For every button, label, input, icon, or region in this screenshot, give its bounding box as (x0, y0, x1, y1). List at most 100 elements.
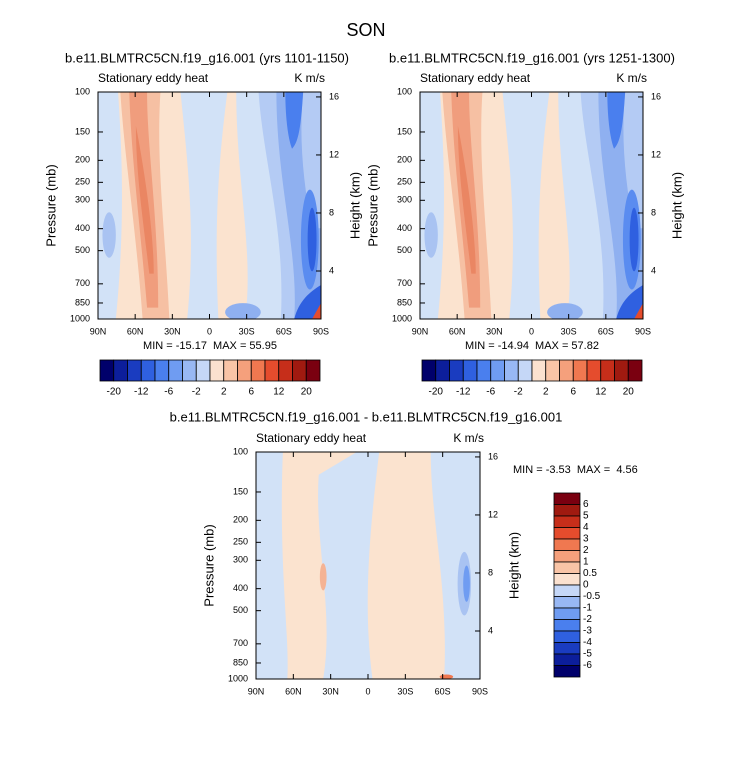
units-label: K m/s (616, 71, 647, 85)
y-tick-label: 1000 (228, 673, 248, 683)
x-tick-label: 90N (90, 326, 107, 336)
colorbar-box (168, 359, 183, 382)
colorbar-box (435, 359, 450, 382)
y-tick-label: 300 (233, 555, 248, 565)
contour-region (457, 126, 476, 274)
x-tick-label: 30N (486, 326, 503, 336)
y-tick-label: 300 (397, 195, 412, 205)
x-tick-label: 0 (529, 326, 534, 336)
panel-title: b.e11.BLMTRC5CN.f19_g16.001 - b.e11.BLMT… (170, 409, 563, 424)
contour-region (102, 212, 116, 258)
x-tick-label: 90N (412, 326, 429, 336)
y-tick-label: 400 (75, 223, 90, 233)
y-tick-label: 700 (75, 278, 90, 288)
y-tick-label: 500 (233, 605, 248, 615)
y-tick-label: 700 (233, 638, 248, 648)
y-tick-label: 200 (233, 515, 248, 525)
colorbar-label: 12 (273, 387, 285, 398)
colorbar-label: 5 (583, 511, 589, 522)
contour-region (319, 563, 327, 591)
y2-tick-label: 4 (488, 625, 493, 635)
colorbar-label: -5 (583, 649, 592, 660)
y2-tick-label: 12 (329, 149, 339, 159)
x-tick-label: 60S (276, 326, 292, 336)
y-tick-label: 700 (397, 278, 412, 288)
colorbar-label: -0.5 (583, 591, 601, 602)
contour-region (424, 212, 438, 258)
colorbar-label: 6 (570, 387, 576, 398)
x-tick-label: 60N (127, 326, 144, 336)
contour-region (420, 92, 444, 319)
colorbar-label: -6 (164, 387, 173, 398)
contour-region (318, 452, 380, 679)
colorbar-label: -2 (192, 387, 201, 398)
panel-subtitle: Stationary eddy heat (420, 71, 531, 85)
contour-region (502, 92, 550, 319)
y-tick-label: 200 (397, 155, 412, 165)
y2-tick-label: 12 (651, 149, 661, 159)
colorbar-box (572, 359, 588, 382)
colorbar-box (545, 359, 560, 382)
colorbar-label: 2 (583, 545, 589, 556)
colorbar-box (614, 359, 629, 382)
colorbar-label: 3 (583, 534, 589, 545)
colorbar-box (99, 359, 115, 382)
y-tick-label: 100 (233, 446, 248, 456)
contour-region (285, 92, 304, 149)
units-label: K m/s (294, 71, 325, 85)
y-tick-label: 300 (75, 195, 90, 205)
colorbar-box (292, 359, 307, 382)
x-tick-label: 0 (365, 686, 370, 696)
colorbar-label: 4 (583, 522, 589, 533)
contour-region (616, 284, 643, 319)
colorbar-label: -12 (134, 387, 149, 398)
colorbar-box (600, 359, 615, 382)
units-label: K m/s (453, 431, 484, 445)
y-tick-label: 500 (397, 245, 412, 255)
y2-tick-label: 16 (488, 451, 498, 461)
colorbar-label: 2 (221, 387, 227, 398)
y-tick-label: 100 (75, 86, 90, 96)
colorbar-box (154, 359, 170, 382)
y2-tick-label: 16 (329, 91, 339, 101)
panel-title: b.e11.BLMTRC5CN.f19_g16.001 (yrs 1101-11… (65, 50, 349, 65)
colorbar-box (553, 665, 581, 678)
colorbar-box (553, 584, 581, 597)
colorbar-label: 12 (595, 387, 607, 398)
colorbar-box (553, 573, 581, 586)
colorbar-box (517, 359, 533, 382)
colorbar-label: 0.5 (583, 568, 597, 579)
colorbar-label: 2 (543, 387, 549, 398)
y-tick-label: 250 (75, 177, 90, 187)
colorbar-box (195, 359, 211, 382)
colorbar-box (553, 504, 581, 517)
y2-tick-label: 8 (329, 207, 334, 217)
panel-title: b.e11.BLMTRC5CN.f19_g16.001 (yrs 1251-13… (389, 50, 675, 65)
y-tick-label: 500 (75, 245, 90, 255)
y-tick-label: 850 (233, 657, 248, 667)
x-tick-label: 30N (322, 686, 339, 696)
colorbar-label: 6 (583, 499, 589, 510)
y-axis-label: Pressure (mb) (43, 164, 58, 246)
colorbar-label: 6 (248, 387, 254, 398)
x-tick-label: 90S (313, 326, 329, 336)
y-tick-label: 850 (75, 297, 90, 307)
colorbar-label: 20 (623, 387, 635, 398)
colorbar-box (490, 359, 505, 382)
x-tick-label: 30S (561, 326, 577, 336)
colorbar-box (278, 359, 293, 382)
contour-region (439, 674, 454, 679)
x-tick-label: 30S (239, 326, 255, 336)
colorbar-box (553, 561, 581, 574)
colorbar-box (553, 653, 581, 666)
colorbar-box (421, 359, 437, 382)
colorbar-box (113, 359, 128, 382)
x-tick-label: 90S (635, 326, 651, 336)
y-tick-label: 400 (233, 583, 248, 593)
colorbar-box (140, 359, 156, 382)
y-tick-label: 100 (397, 86, 412, 96)
y2-tick-label: 16 (651, 91, 661, 101)
y-tick-label: 400 (397, 223, 412, 233)
panel-subtitle: Stationary eddy heat (98, 71, 209, 85)
y2-tick-label: 8 (488, 567, 493, 577)
